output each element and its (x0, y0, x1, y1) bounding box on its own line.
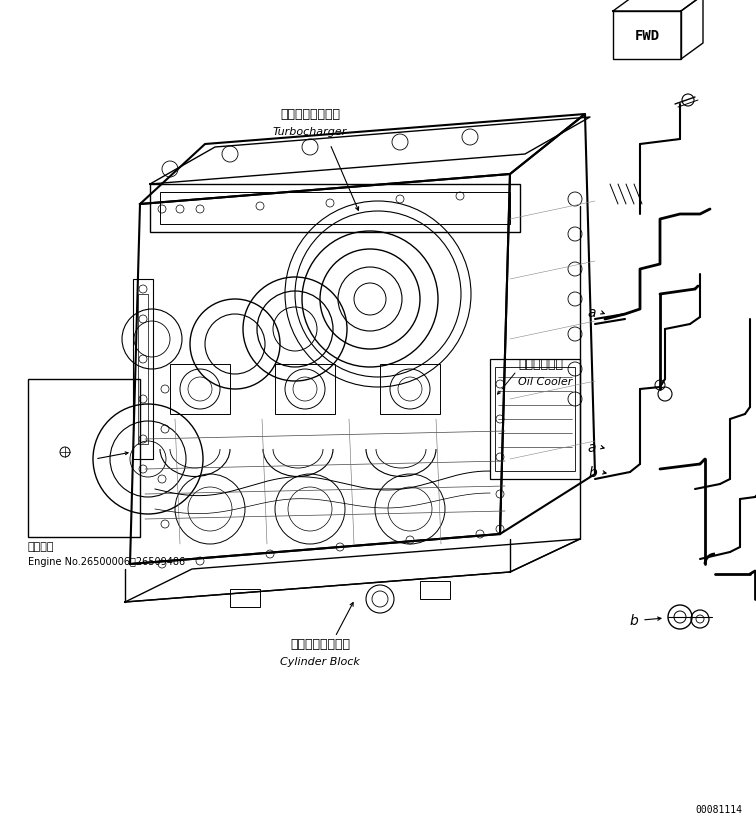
Text: シリンダブロック: シリンダブロック (290, 638, 350, 651)
Bar (380, 365, 440, 414)
Bar (613, 12, 681, 60)
Bar (160, 193, 510, 225)
Bar (230, 590, 260, 607)
Text: b: b (588, 466, 597, 480)
Text: Engine No.26500006．26509486: Engine No.26500006．26509486 (28, 557, 185, 566)
Text: FWD: FWD (634, 29, 659, 43)
Text: Oil Cooler: Oil Cooler (518, 376, 572, 386)
Text: ターボチャージャ: ターボチャージャ (280, 108, 340, 122)
Bar (28, 380, 140, 538)
Text: a: a (587, 441, 596, 455)
Text: 適用号機: 適用号機 (28, 542, 54, 552)
Bar (170, 365, 230, 414)
Bar (138, 294, 148, 444)
Bar (133, 280, 153, 460)
Bar (495, 367, 575, 471)
Text: b: b (629, 614, 638, 627)
Text: Cylinder Block: Cylinder Block (280, 656, 360, 667)
Text: a: a (587, 306, 596, 319)
Bar (420, 581, 450, 600)
Bar (275, 365, 335, 414)
Text: 00081114: 00081114 (695, 804, 742, 814)
Text: Turbocharger: Turbocharger (273, 127, 347, 136)
Bar (490, 360, 580, 480)
Bar (150, 184, 520, 232)
Text: オイルクーラ: オイルクーラ (518, 358, 563, 371)
